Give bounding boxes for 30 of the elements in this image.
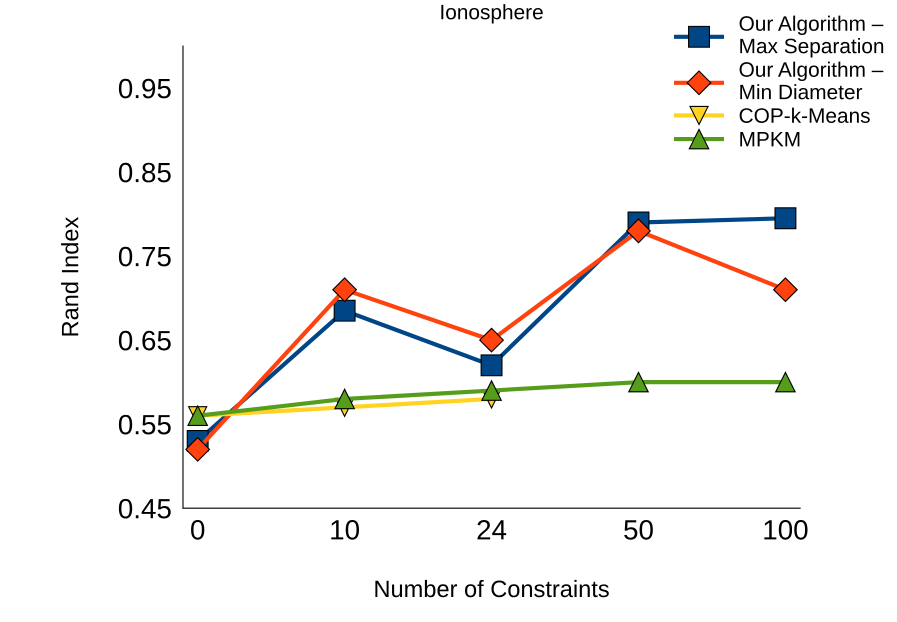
y-tick-label: 0.75 (118, 246, 171, 266)
point (773, 277, 798, 302)
point (334, 300, 356, 322)
y-axis-title: Rand Index (61, 216, 78, 336)
point (334, 388, 355, 410)
y-tick-label: 0.65 (118, 330, 171, 350)
point (481, 380, 502, 401)
point (479, 328, 504, 352)
point (185, 437, 210, 462)
point (774, 207, 796, 230)
legend-label: MPKM (740, 132, 800, 146)
point (775, 372, 796, 392)
legend-label: COP-k-Means (740, 108, 870, 123)
legend-label: Our Algorithm – Min Diameter (740, 62, 884, 100)
x-tick-label: 100 (764, 520, 808, 540)
y-tick-label: 0.85 (118, 162, 171, 182)
legend-label: Our Algorithm – Max Separation (740, 16, 884, 58)
x-axis-title: Number of Constraints (375, 580, 609, 598)
point (628, 372, 649, 392)
x-tick-label: 50 (624, 520, 653, 540)
x-tick-label: 0 (191, 520, 204, 540)
y-tick-label: 0.55 (118, 414, 171, 434)
x-tick-label: 24 (478, 520, 506, 540)
chart-title: Ionosphere (441, 4, 543, 24)
point (626, 218, 651, 244)
y-tick-label: 0.95 (118, 78, 171, 98)
point (332, 277, 357, 302)
point (480, 354, 503, 376)
x-tick-label: 10 (331, 520, 359, 540)
y-tick-label: 0.45 (118, 498, 171, 519)
